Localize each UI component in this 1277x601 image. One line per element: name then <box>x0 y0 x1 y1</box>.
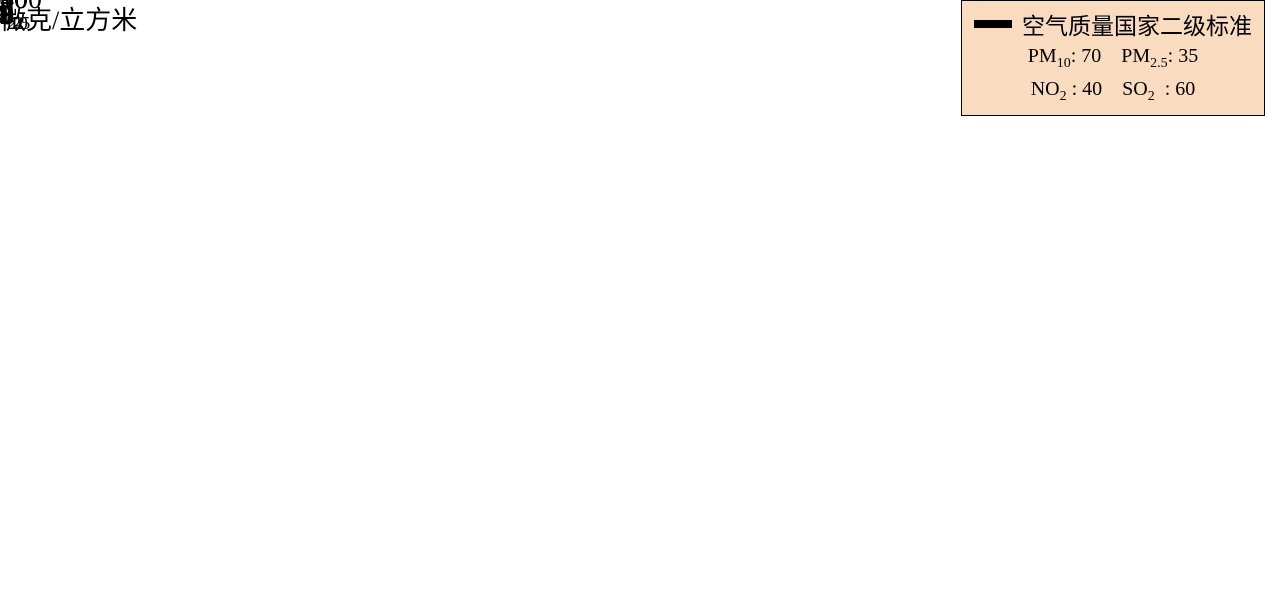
legend: 空气质量国家二级标准PM10: 70 PM2.5: 35NO2 : 40 SO2… <box>961 0 1265 116</box>
legend-detail-line-2: NO2 : 40 SO2 : 60 <box>974 76 1252 107</box>
legend-swatch <box>974 20 1012 28</box>
legend-detail-line-1: PM10: 70 PM2.5: 35 <box>974 43 1252 74</box>
legend-title-row: 空气质量国家二级标准 <box>974 7 1252 41</box>
air-quality-chart: 020406080100微克/立方米38PM2.556PM1029NO24SO2… <box>0 0 1277 601</box>
legend-title: 空气质量国家二级标准 <box>1022 7 1252 41</box>
x-label-so2: SO2 <box>0 0 21 34</box>
